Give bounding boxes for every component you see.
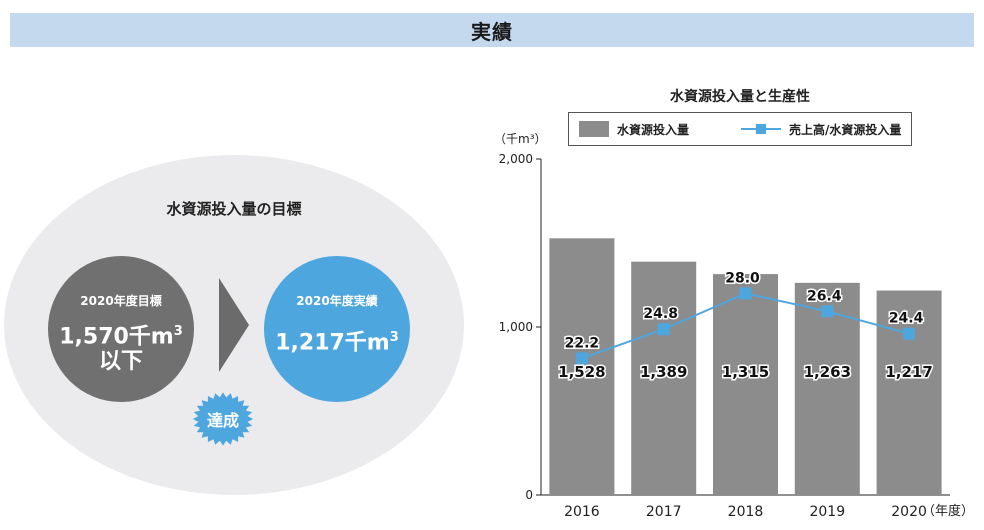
actual-value: 1,217千m3 bbox=[264, 324, 410, 356]
y-axis-unit-label: （千m³） bbox=[494, 132, 547, 146]
goal-value-sup: 3 bbox=[173, 324, 183, 339]
line-value-label: 22.2 bbox=[565, 335, 600, 351]
actual-value-sup: 3 bbox=[389, 330, 399, 345]
header-bar: 実績 bbox=[10, 13, 974, 47]
x-tick-label: 2019 bbox=[809, 504, 845, 520]
x-tick-label: 2017 bbox=[646, 504, 682, 520]
target-heading: 水資源投入量の目標 bbox=[166, 200, 302, 218]
goal-label: 2020年度目標 bbox=[80, 294, 162, 308]
x-tick-label: 2020 bbox=[891, 504, 927, 520]
goal-circle: 2020年度目標 1,570千m3 以下 bbox=[48, 256, 194, 402]
chart-title: 水資源投入量と生産性 bbox=[670, 89, 810, 105]
line-value-label: 26.4 bbox=[807, 288, 842, 304]
bar-value-label: 1,263 bbox=[804, 363, 851, 381]
bar-value-label: 1,528 bbox=[558, 363, 605, 381]
actual-value-number: 1,217千m bbox=[275, 330, 390, 356]
bar bbox=[713, 274, 778, 495]
right-arrow-icon bbox=[219, 278, 249, 372]
goal-value: 1,570千m3 bbox=[48, 318, 194, 350]
bar bbox=[549, 238, 615, 495]
bar-value-label: 1,315 bbox=[722, 363, 769, 381]
line-point bbox=[575, 352, 588, 365]
legend-line-marker bbox=[756, 124, 766, 134]
line-point bbox=[821, 305, 834, 318]
legend-bar-label: 水資源投入量 bbox=[617, 122, 689, 137]
achieved-badge-text: 達成 bbox=[206, 411, 239, 430]
bar-value-label: 1,389 bbox=[640, 363, 687, 381]
line-value-label: 24.8 bbox=[643, 306, 678, 322]
x-axis-unit-label: （年度） bbox=[922, 504, 975, 519]
x-tick-label: 2016 bbox=[564, 504, 600, 520]
actual-label: 2020年度実績 bbox=[296, 294, 378, 308]
bar-value-label: 1,217 bbox=[885, 363, 932, 381]
legend-line-label: 売上高/水資源投入量 bbox=[789, 122, 901, 137]
y-tick-label: 2,000 bbox=[499, 152, 533, 166]
line-point bbox=[903, 327, 916, 340]
actual-circle: 2020年度実績 1,217千m3 bbox=[264, 256, 410, 402]
legend-bar-swatch bbox=[579, 121, 609, 137]
line-point bbox=[739, 287, 752, 300]
badge-burst-icon bbox=[192, 392, 254, 446]
bar bbox=[631, 261, 697, 495]
line-point bbox=[657, 323, 670, 336]
x-tick-label: 2018 bbox=[728, 504, 764, 520]
goal-value-number: 1,570千m bbox=[59, 324, 174, 350]
line-value-label: 24.4 bbox=[889, 311, 924, 327]
goal-value-below: 以下 bbox=[98, 349, 143, 374]
bar bbox=[876, 290, 942, 495]
y-tick-label: 0 bbox=[525, 488, 533, 502]
page-title: 実績 bbox=[471, 19, 513, 44]
achieved-badge: 達成 bbox=[190, 391, 256, 447]
line-value-label: 28.0 bbox=[725, 270, 760, 286]
y-tick-label: 1,000 bbox=[499, 320, 533, 334]
chart-legend: 水資源投入量 売上高/水資源投入量 bbox=[568, 112, 912, 146]
